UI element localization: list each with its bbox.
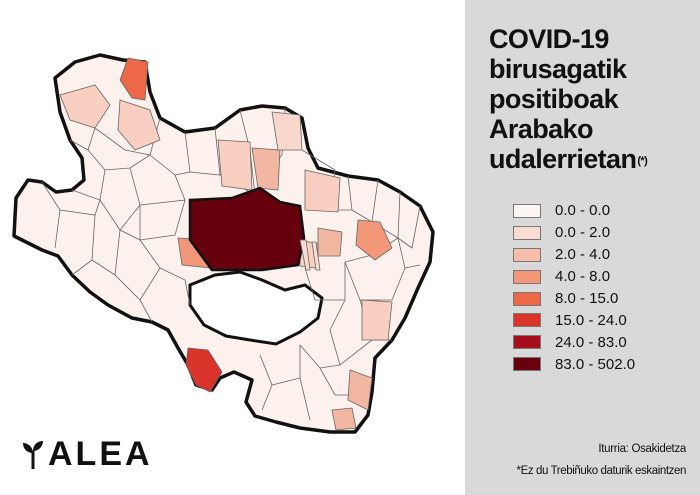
footnote: *Ez du Trebiñuko daturik eskaintzen	[516, 465, 687, 477]
legend: 0.0 - 0.0 0.0 - 2.0 2.0 - 4.0 4.0 - 8.0 …	[513, 200, 635, 375]
map-title: COVID-19 birusagatik positiboak Arabako …	[489, 24, 694, 174]
legend-item: 0.0 - 2.0	[513, 222, 635, 244]
legend-item: 4.0 - 8.0	[513, 266, 635, 288]
legend-swatch	[513, 357, 541, 372]
title-line-5-text: udalerrietan	[489, 144, 637, 174]
legend-swatch	[513, 335, 541, 350]
legend-swatch	[513, 269, 541, 284]
legend-label: 0.0 - 2.0	[555, 224, 611, 242]
title-line-2: birusagatik	[489, 54, 627, 84]
municipality-vitoria-gasteiz	[188, 186, 306, 272]
legend-label: 0.0 - 0.0	[555, 202, 611, 220]
logo-text: ALEA	[48, 434, 153, 473]
title-line-4: Arabako	[489, 114, 593, 144]
eastern-strips	[299, 239, 321, 271]
legend-item: 2.0 - 4.0	[513, 244, 635, 266]
municipality-red-south	[185, 347, 223, 393]
legend-label: 4.0 - 8.0	[555, 268, 611, 286]
legend-swatch	[513, 313, 541, 328]
legend-label: 2.0 - 4.0	[555, 246, 611, 264]
title-line-3: positiboak	[489, 84, 619, 114]
legend-label: 24.0 - 83.0	[555, 333, 627, 351]
legend-item: 15.0 - 24.0	[513, 309, 635, 331]
legend-label: 8.0 - 15.0	[555, 290, 619, 307]
sprout-icon	[23, 441, 43, 469]
map-area: ALEA	[12, 53, 435, 474]
shaded-municipalities	[59, 57, 393, 431]
legend-label: 15.0 - 24.0	[555, 311, 627, 329]
source-note: Iturria: Osakidetza	[598, 443, 686, 455]
alea-logo: ALEA	[22, 434, 153, 474]
title-line-1: COVID-19	[489, 24, 609, 54]
trebinu-enclave	[188, 270, 324, 346]
municipality-red-north	[119, 57, 149, 101]
legend-item: 0.0 - 0.0	[513, 200, 635, 222]
legend-item: 8.0 - 15.0	[513, 288, 635, 310]
legend-panel: COVID-19 birusagatik positiboak Arabako …	[465, 0, 700, 495]
municipality-map	[12, 53, 435, 434]
legend-label: 83.0 - 502.0	[555, 355, 636, 373]
title-line-5: udalerrietan(*)	[489, 144, 694, 174]
municipality-orange-east	[355, 219, 393, 261]
legend-swatch	[513, 247, 541, 262]
title-footnote-marker: (*)	[637, 155, 648, 167]
legend-swatch	[513, 203, 541, 218]
legend-item: 24.0 - 83.0	[513, 331, 635, 353]
legend-item: 83.0 - 502.0	[513, 353, 635, 375]
legend-swatch	[513, 225, 541, 240]
legend-swatch	[513, 291, 541, 306]
